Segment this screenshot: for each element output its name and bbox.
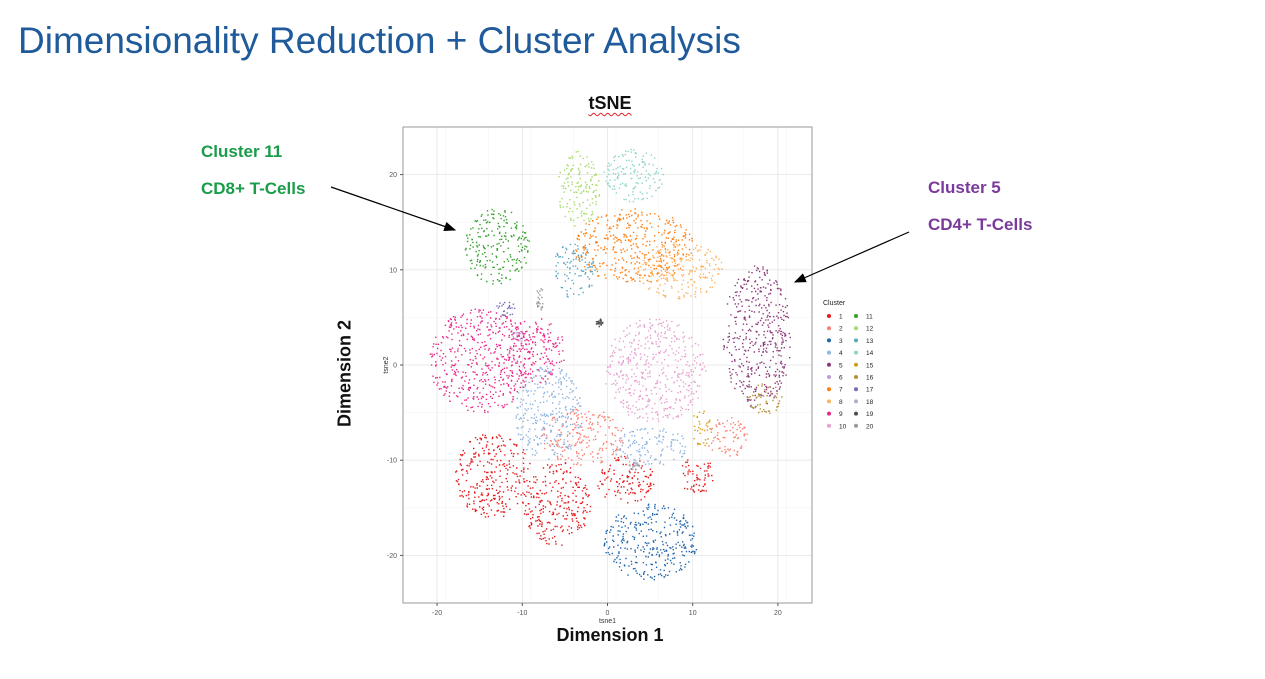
cluster-16-region [748,383,783,414]
legend-label-13: 13 [866,338,874,345]
legend-key-5 [827,362,831,367]
legend-label-3: 3 [839,338,843,345]
cluster-8-points [638,242,723,300]
legend-key-15 [854,362,858,367]
legend-label-15: 15 [866,362,874,369]
legend-key-19 [854,411,858,416]
legend-key-6 [827,375,831,379]
legend-label-1: 1 [839,314,843,321]
cluster-1-region [681,459,714,493]
legend-label-12: 12 [866,326,874,333]
cluster-20-region [536,288,544,311]
legend-label-19: 19 [866,411,874,418]
slide-title: Dimensionality Reduction + Cluster Analy… [18,20,741,61]
cluster-10-region [605,318,707,423]
cluster-2-region [541,408,624,466]
legend-label-18: 18 [866,399,874,406]
x-tick-label: 10 [689,610,697,617]
x-tick-label: 20 [774,610,782,617]
y-axis-label: tsne2 [383,356,390,373]
x-tick-label: -10 [517,610,527,617]
legend-key-18 [854,399,858,404]
cluster-1-points [455,434,714,546]
y-tick-label: 10 [389,267,397,274]
cd8-tcells-label: CD8+ T-Cells [201,179,306,198]
cluster-18-region [628,459,640,471]
x-axis-label: tsne1 [599,618,616,625]
cluster-7-region [574,208,693,283]
legend-label-4: 4 [839,350,843,357]
legend-key-9 [827,411,831,416]
cd4-tcells-label: CD4+ T-Cells [928,215,1033,234]
legend-label-8: 8 [839,399,843,406]
y-tick-label: -10 [387,458,397,465]
legend-key-13 [854,338,858,343]
cluster-3-points [603,503,698,581]
legend-key-12 [854,326,858,331]
cluster-11-points [464,208,530,285]
cluster-1-region [597,455,655,504]
legend-label-14: 14 [866,350,874,357]
cluster-3-region [603,503,698,581]
legend-label-5: 5 [839,362,843,369]
legend-key-17 [854,387,858,392]
cluster-5-label: Cluster 5 [928,178,1001,197]
legend-label-6: 6 [839,375,843,382]
legend-key-1 [827,314,831,318]
legend-label-11: 11 [866,314,873,321]
legend-label-9: 9 [839,411,843,418]
legend-title: Cluster [823,300,846,307]
cluster-16-points [748,383,783,414]
cluster-19-region [595,318,604,328]
legend-key-14 [854,350,858,355]
cluster-11-arrow [330,186,457,231]
cluster-2-region [706,417,748,457]
cluster-20-points [536,288,544,311]
legend-key-10 [827,423,831,428]
cluster-7-points [574,208,693,283]
cluster-2-points [541,408,748,466]
legend-label-7: 7 [839,387,843,394]
legend-label-17: 17 [866,387,874,394]
y-tick-label: 20 [389,172,397,179]
x-tick-label: -20 [432,610,442,617]
legend-label-2: 2 [839,326,843,333]
legend-label-10: 10 [839,423,847,430]
legend-label-16: 16 [866,375,874,382]
cluster-4-region [612,427,687,466]
legend-key-3 [827,338,831,343]
plot-title: tSNE [588,93,632,113]
cluster-19-points [595,318,604,328]
cluster-4-points [515,365,687,466]
cluster-8-region [638,242,723,300]
legend-key-20 [854,423,858,428]
cluster-6-points [512,330,525,344]
cluster-18-points [628,459,640,471]
y-tick-label: -20 [387,553,397,560]
legend-key-8 [827,399,831,404]
cluster-10-points [605,318,707,423]
legend-key-2 [827,326,831,331]
cluster-5-arrow [793,231,910,283]
legend-key-4 [827,350,831,355]
legend-key-11 [854,314,858,318]
x-tick-label: 0 [606,610,610,617]
legend-label-20: 20 [866,423,874,430]
legend-key-16 [854,375,858,379]
cluster-11-region [464,208,530,285]
legend-key-7 [827,387,831,392]
dimension-1-label: Dimension 1 [556,625,664,645]
cluster-11-label: Cluster 11 [201,142,283,161]
cluster-6-region [512,330,525,344]
y-tick-label: 0 [393,363,397,370]
